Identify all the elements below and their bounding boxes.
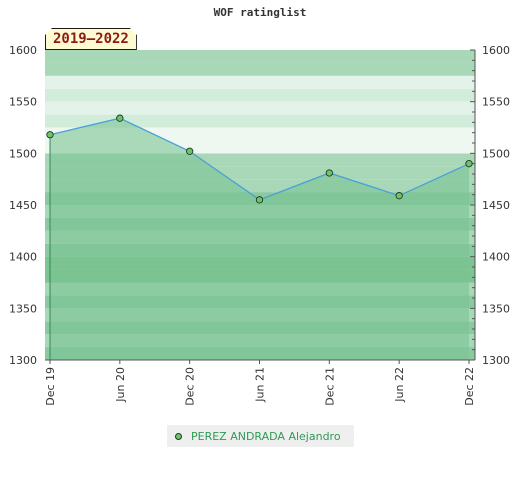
y-tick-label-left-1550: 1550	[9, 96, 37, 109]
tick-labels: 1300 1300 1350 1350 1400 1400 1450 1450 1500 1500…	[9, 44, 510, 406]
x-tick-label-3: Jun 21	[254, 367, 267, 403]
y-tick-label-left-1600: 1600	[9, 44, 37, 57]
band-21	[45, 75, 475, 89]
legend-marker-icon	[175, 432, 182, 440]
y-tick-label-right-1400: 1400	[482, 251, 510, 264]
band-18	[45, 114, 475, 128]
rating-area	[50, 118, 469, 360]
data-point-4	[325, 169, 333, 177]
y-tick-label-left-1400: 1400	[9, 251, 37, 264]
legend[interactable]: PEREZ ANDRADA Alejandro	[167, 425, 354, 447]
x-tick-label-6: Dec 22	[463, 367, 476, 406]
y-tick-label-left-1500: 1500	[9, 147, 37, 160]
data-point-6	[465, 160, 473, 168]
chart-title: WOF ratinglist	[213, 6, 307, 19]
data-point-1	[116, 114, 124, 122]
data-markers	[46, 114, 473, 204]
x-tick-label-0: Dec 19	[44, 367, 57, 406]
y-tick-label-left-1300: 1300	[9, 354, 37, 367]
y-tick-label-right-1300: 1300	[482, 354, 510, 367]
data-point-5	[395, 192, 403, 200]
x-tick-label-1: Jun 20	[114, 367, 127, 403]
data-point-3	[255, 196, 264, 204]
y-tick-label-left-1450: 1450	[9, 199, 37, 212]
y-tick-label-left-1350: 1350	[9, 302, 37, 315]
y-tick-label-right-1600: 1600	[482, 44, 510, 57]
band-22	[45, 62, 475, 76]
axes	[45, 49, 476, 364]
y-tick-label-right-1350: 1350	[482, 302, 510, 315]
band-19	[45, 101, 475, 115]
band-23	[45, 50, 475, 63]
band-20	[45, 88, 475, 102]
y-tick-label-right-1550: 1550	[482, 96, 510, 109]
x-tick-label-2: Dec 20	[184, 367, 197, 406]
legend-label: PEREZ ANDRADA Alejandro	[191, 429, 341, 443]
data-point-0	[46, 131, 54, 139]
period-badge: 2019–2022	[45, 28, 137, 50]
y-tick-label-right-1500: 1500	[482, 147, 510, 160]
x-tick-label-4: Dec 21	[323, 367, 336, 406]
x-tick-label-5: Jun 22	[393, 367, 406, 403]
y-tick-label-right-1450: 1450	[482, 199, 510, 212]
data-point-2	[186, 147, 194, 155]
